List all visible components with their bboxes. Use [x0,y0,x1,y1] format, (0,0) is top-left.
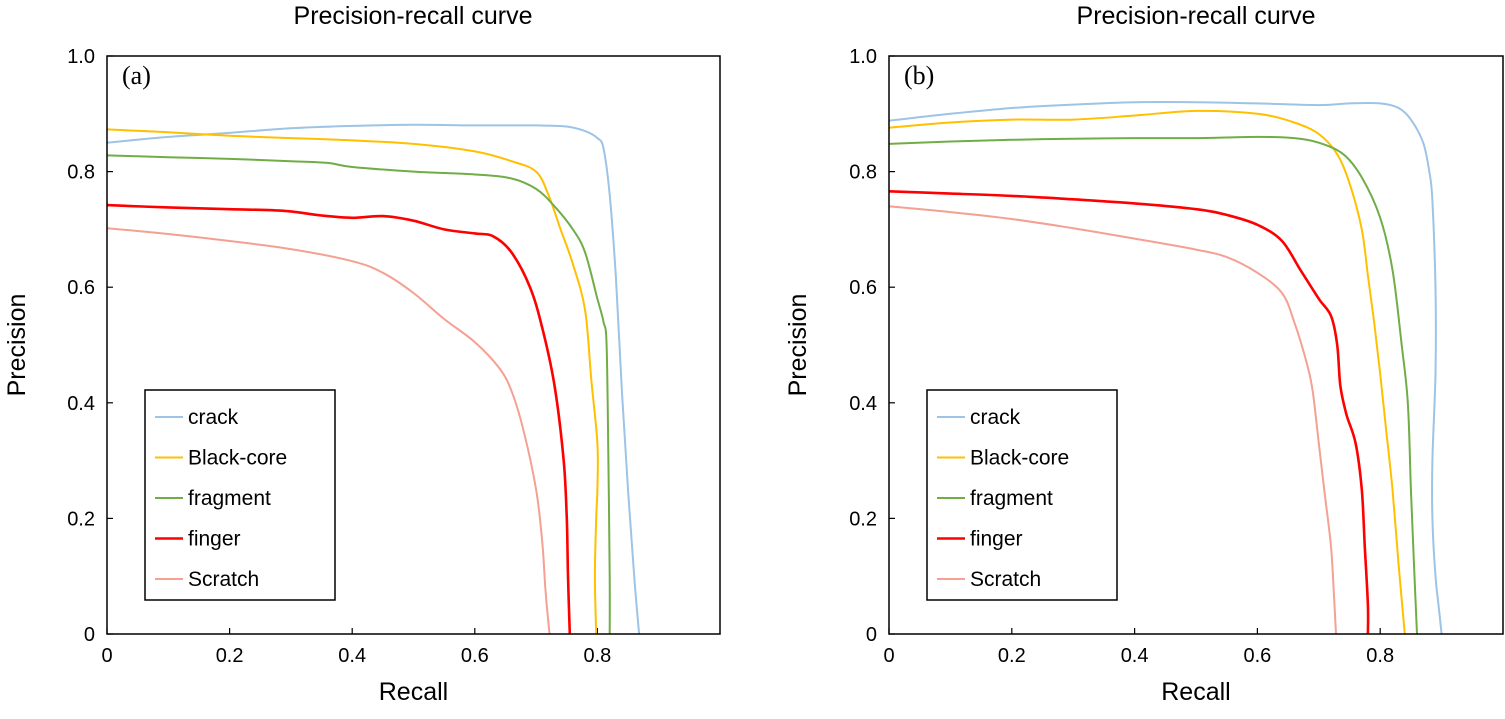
x-axis-title: Recall [1161,678,1230,706]
y-tick-label: 0.4 [67,393,95,415]
series-line-scratch [107,227,551,634]
series-line-black-core [889,109,1406,634]
chart-panel-a: Precision-recall curve Precision Recall 0 0.… [3,2,721,706]
y-tick-label: 0.8 [67,162,95,184]
x-tick-label: 0 [883,645,894,667]
plot-frame [888,55,1504,635]
x-tick-label: 0.4 [1121,645,1149,667]
legend: crack Black-core fragment finger Scratch [926,389,1118,601]
x-tick-label: 0.2 [216,645,244,667]
x-axis-title: Recall [379,678,448,706]
y-tick-label: 0.6 [849,277,877,299]
legend-box [144,389,336,601]
y-tick-label: 0.2 [67,508,95,530]
y-axis-title: Precision [3,294,31,397]
panel-label: (a) [122,61,151,90]
y-tick-label: 0.4 [849,393,877,415]
x-tick-label: 0 [101,645,112,667]
legend-box [926,389,1118,601]
series-group [889,101,1443,634]
x-tick-label: 0.6 [1243,645,1271,667]
legend-label: crack [970,406,1021,429]
x-tick-label: 0.8 [1366,645,1394,667]
series-line-crack [889,101,1443,634]
legend-label: fragment [188,487,271,510]
x-tick-label: 0.2 [998,645,1026,667]
y-tick-label: 1.0 [849,46,877,68]
chart-title: Precision-recall curve [294,2,533,30]
y-tick-label: 1.0 [67,46,95,68]
x-tick-label: 0.4 [338,645,366,667]
plot-frame [106,55,721,635]
legend-label: crack [188,406,239,429]
series-line-finger [107,203,572,634]
series-group [107,123,641,634]
series-line-fragment [889,135,1418,634]
y-tick-label: 0.2 [849,508,877,530]
y-tick-label: 0 [84,624,95,646]
chart-panel-b: Precision-recall curve Precision Recall 0 0.… [784,2,1504,706]
legend-label: finger [970,528,1023,551]
legend-label: Scratch [970,568,1041,591]
x-tick-label: 0.6 [461,645,489,667]
series-line-fragment [107,154,611,634]
y-tick-label: 0.8 [849,162,877,184]
panel-label: (b) [904,61,934,90]
series-line-finger [889,190,1370,634]
legend-label: Scratch [188,568,259,591]
legend-label: fragment [970,487,1053,510]
legend-label: finger [188,528,241,551]
series-line-crack [107,123,641,634]
y-axis-title: Precision [784,294,812,397]
chart-title: Precision-recall curve [1077,2,1316,30]
series-line-black-core [107,128,599,634]
series-line-scratch [889,205,1337,634]
y-tick-label: 0 [866,624,877,646]
legend-label: Black-core [188,447,287,470]
legend-label: Black-core [970,447,1069,470]
legend: crack Black-core fragment finger Scratch [144,389,336,601]
y-tick-label: 0.6 [67,277,95,299]
x-tick-label: 0.8 [583,645,611,667]
